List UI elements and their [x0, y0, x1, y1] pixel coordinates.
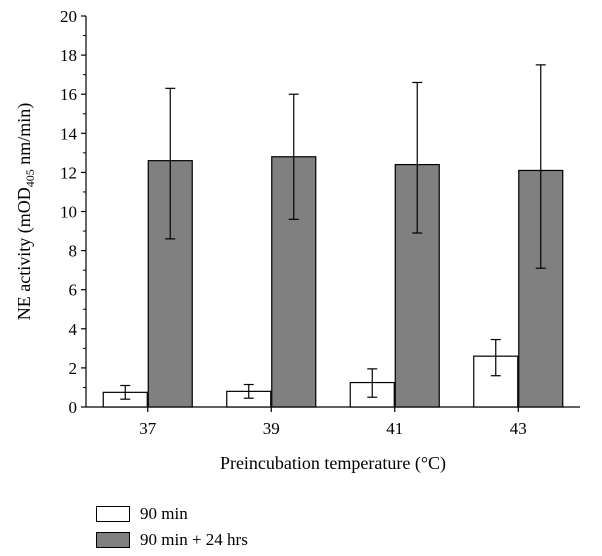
legend-swatch-90-min-24-hrs	[96, 532, 130, 548]
y-tick-label: 16	[60, 85, 77, 104]
labels: 0 2 4 6 8 10 12 14 16 18 20 37 39 41 43 Preincubation t…	[14, 7, 527, 474]
x-tick-label: 41	[386, 419, 403, 438]
y-tick-label: 4	[69, 320, 78, 339]
y-tick-label: 14	[60, 124, 78, 143]
y-tick-label: 6	[69, 281, 78, 300]
legend-item-90-min: 90 min	[96, 502, 248, 526]
x-axis-label: Preincubation temperature (°C)	[220, 453, 446, 474]
y-tick-label: 0	[69, 398, 78, 417]
legend-label-90-min: 90 min	[140, 504, 188, 523]
legend-item-90-min-24-hrs: 90 min + 24 hrs	[96, 528, 248, 552]
y-tick-label: 18	[60, 46, 77, 65]
y-tick-label: 20	[60, 7, 77, 26]
y-tick-label: 12	[60, 163, 77, 182]
bars	[102, 156, 564, 408]
x-tick-label: 43	[510, 419, 527, 438]
chart: 0 2 4 6 8 10 12 14 16 18 20 37 39 41 43 Preincubation t…	[14, 7, 580, 474]
x-tick-label: 37	[139, 419, 157, 438]
y-tick-label: 2	[69, 359, 78, 378]
x-tick-label: 39	[263, 419, 280, 438]
legend: 90 min 90 min + 24 hrs	[96, 502, 248, 554]
legend-swatch-90-min	[96, 506, 130, 522]
bar-90-min-24-hrs	[271, 156, 317, 408]
y-axis-label: NE activity (mOD405 nm/min)	[14, 103, 37, 320]
error-bars	[120, 64, 546, 400]
y-tick-label: 8	[69, 242, 78, 261]
legend-label-90-min-24-hrs: 90 min + 24 hrs	[140, 530, 248, 549]
y-tick-label: 10	[60, 203, 77, 222]
